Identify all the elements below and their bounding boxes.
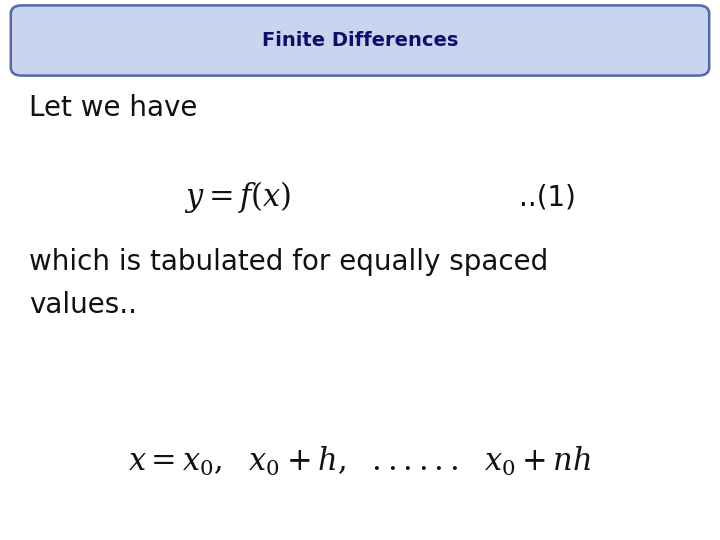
Text: $x = x_0, \ \ x_0 + h, \ \ ...... \ \ x_0 + nh$: $x = x_0, \ \ x_0 + h, \ \ ...... \ \ x_… [128, 445, 592, 478]
Text: $y = f(x)$: $y = f(x)$ [184, 179, 292, 215]
Text: ..(1): ..(1) [519, 183, 575, 211]
FancyBboxPatch shape [11, 5, 709, 76]
Text: Let we have: Let we have [29, 94, 197, 122]
Text: which is tabulated for equally spaced
values..: which is tabulated for equally spaced va… [29, 248, 548, 319]
Text: Finite Differences: Finite Differences [262, 31, 458, 50]
